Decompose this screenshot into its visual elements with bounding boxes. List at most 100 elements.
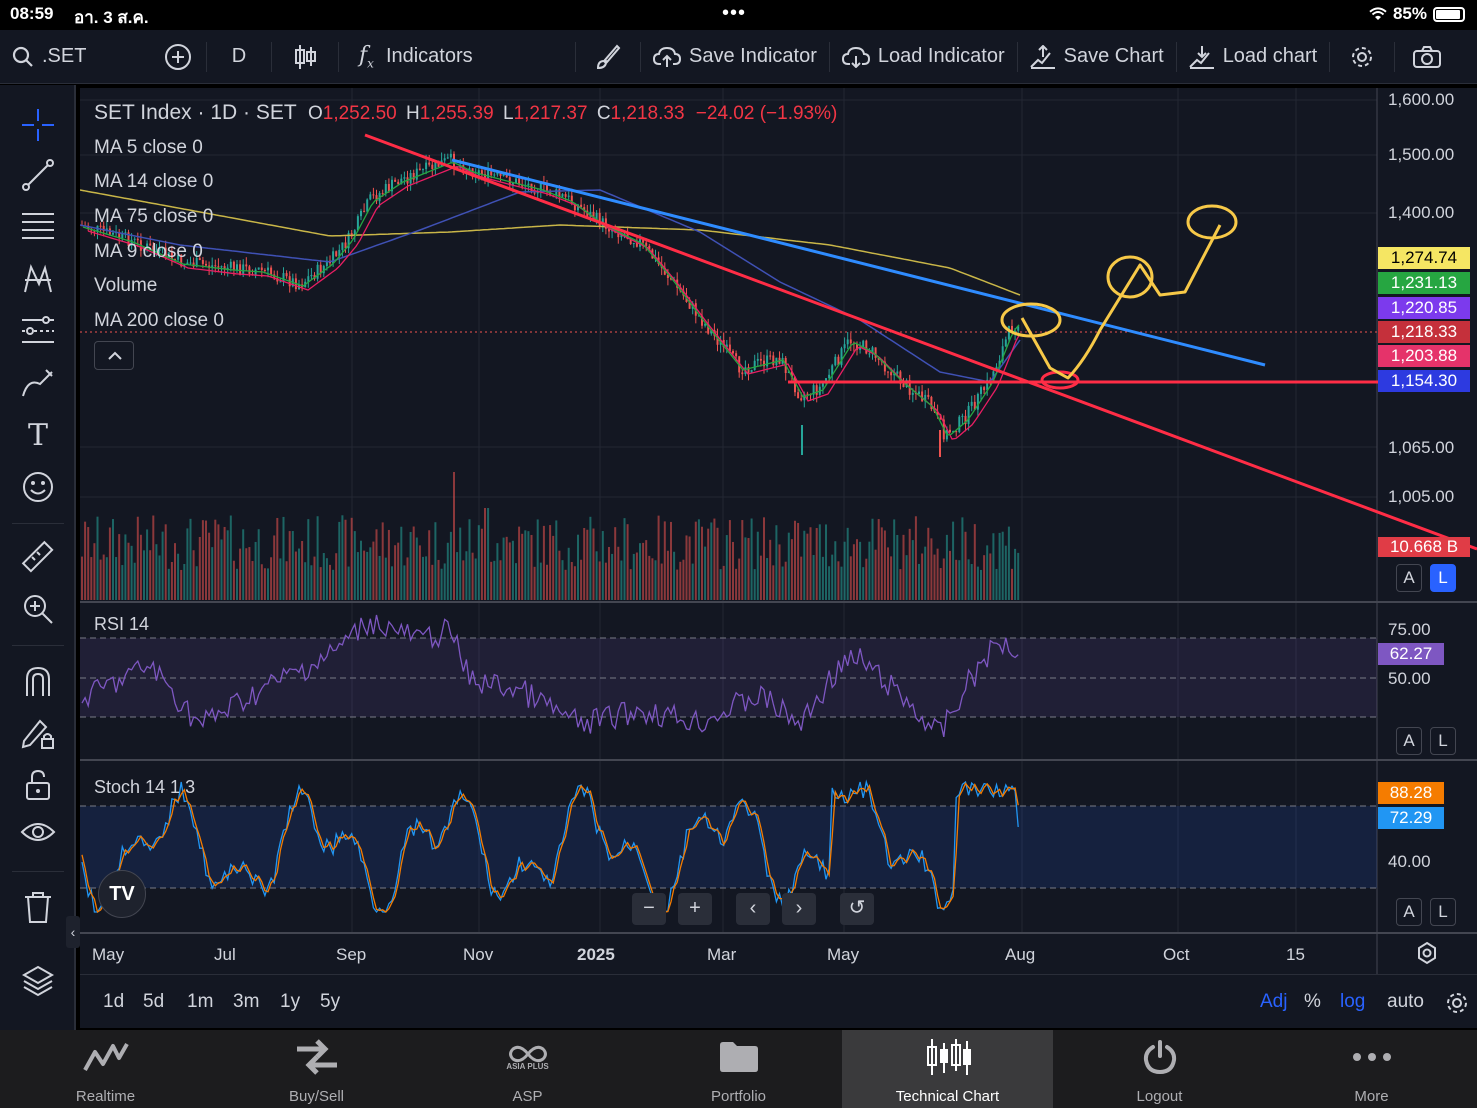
zoom-out-button[interactable]: − xyxy=(632,893,666,925)
volume-bar xyxy=(691,563,694,600)
user-drawings[interactable] xyxy=(364,133,1477,551)
reset-chart-button[interactable]: ↺ xyxy=(840,893,874,925)
compare-add-button[interactable] xyxy=(150,30,206,83)
auto-scale-button[interactable]: A xyxy=(1396,564,1422,592)
candle-body xyxy=(666,274,669,278)
crosshair-tool[interactable] xyxy=(16,105,60,145)
drawing-brush-button[interactable] xyxy=(576,30,640,83)
multitask-dots-icon[interactable]: ••• xyxy=(722,2,747,24)
candle-body xyxy=(794,376,796,393)
tab-logout[interactable]: Logout xyxy=(1054,1030,1265,1108)
range-1y-button[interactable]: 1y xyxy=(280,991,301,1012)
ohlc-row: SET Index · 1D · SET O1,252.50 H1,255.39… xyxy=(94,100,837,135)
candle-body xyxy=(759,358,762,361)
volume-bar xyxy=(608,546,610,600)
range-settings-button[interactable] xyxy=(1445,991,1469,1020)
text-tool[interactable]: T xyxy=(16,415,60,455)
study-ma5[interactable]: MA 5 close 0 xyxy=(94,136,203,158)
load-indicator-button[interactable]: Load Indicator xyxy=(830,30,1017,83)
study-ma75[interactable]: MA 75 close 0 xyxy=(94,206,214,228)
candle-body xyxy=(428,162,431,165)
rsi-auto-scale-button[interactable]: A xyxy=(1396,727,1422,755)
magnet-tool[interactable] xyxy=(16,661,60,701)
rsi-log-scale-button[interactable]: L xyxy=(1430,727,1456,755)
hide-drawings-tool[interactable] xyxy=(16,813,60,853)
tab-realtime[interactable]: Realtime xyxy=(0,1030,211,1108)
pattern-tool[interactable] xyxy=(16,259,60,299)
tab-more[interactable]: More xyxy=(1266,1030,1477,1108)
load-chart-button[interactable]: Load chart xyxy=(1177,30,1330,83)
trendline-tool[interactable] xyxy=(16,155,60,195)
volume-bar xyxy=(651,558,654,600)
delete-drawings-tool[interactable] xyxy=(16,887,60,927)
zoom-in-button[interactable]: + xyxy=(678,893,712,925)
tab-buy-sell[interactable]: Buy/Sell xyxy=(211,1030,422,1108)
measure-tool[interactable] xyxy=(16,537,60,577)
candle-body xyxy=(409,172,412,184)
range-1m-button[interactable]: 1m xyxy=(187,991,214,1012)
candle-body xyxy=(527,183,530,186)
symbol-search-button[interactable]: .SET xyxy=(0,30,150,83)
chevron-up-icon xyxy=(108,351,122,360)
study-ma200[interactable]: MA 200 close 0 xyxy=(94,310,224,332)
time-axis-settings-button[interactable] xyxy=(1414,940,1440,971)
candle-body xyxy=(198,258,201,260)
study-ma9[interactable]: MA 9 close 0 xyxy=(94,240,203,262)
volume-bar xyxy=(527,531,530,600)
prediction-tool[interactable] xyxy=(16,311,60,351)
settings-button[interactable] xyxy=(1330,30,1394,83)
candle-body xyxy=(146,243,149,247)
interval-button[interactable]: D xyxy=(207,30,271,83)
volume-bar xyxy=(617,546,620,600)
candle-body xyxy=(924,394,927,402)
volume-bar xyxy=(580,559,583,600)
brush-tool[interactable] xyxy=(16,363,60,403)
volume-bar xyxy=(378,555,381,600)
emoji-tool[interactable] xyxy=(16,467,60,507)
collapse-legend-button[interactable] xyxy=(94,341,134,370)
volume-bar xyxy=(945,534,948,600)
save-indicator-button[interactable]: Save Indicator xyxy=(641,30,829,83)
range-3m-button[interactable]: 3m xyxy=(233,991,260,1012)
auto-toggle[interactable]: auto xyxy=(1387,991,1424,1012)
range-5y-button[interactable]: 5y xyxy=(320,991,341,1012)
low-value: 1,217.37 xyxy=(513,103,588,124)
candle-body xyxy=(546,184,548,191)
snapshot-button[interactable] xyxy=(1395,30,1459,83)
object-tree-tool[interactable] xyxy=(16,961,60,1001)
candle-body xyxy=(967,405,970,425)
volume-bar xyxy=(567,547,570,600)
zoom-tool[interactable] xyxy=(16,589,60,629)
adjust-toggle[interactable]: Adj xyxy=(1260,991,1288,1012)
volume-bar xyxy=(288,531,291,600)
fib-tool[interactable] xyxy=(16,207,60,247)
tab-portfolio[interactable]: Portfolio xyxy=(633,1030,844,1108)
unlock-icon xyxy=(26,769,50,800)
candle-body xyxy=(229,261,232,268)
power-icon xyxy=(1143,1040,1176,1075)
lock-drawing-tool[interactable] xyxy=(16,713,60,753)
chart-type-button[interactable] xyxy=(272,30,338,83)
log-toggle[interactable]: log xyxy=(1340,991,1366,1012)
tab-technical-chart[interactable]: Technical Chart xyxy=(842,1030,1053,1108)
range-5d-button[interactable]: 5d xyxy=(143,991,165,1012)
study-volume[interactable]: Volume xyxy=(94,275,158,297)
range-1d-button[interactable]: 1d xyxy=(103,991,125,1012)
indicators-button[interactable]: fx Indicators xyxy=(339,30,575,83)
save-chart-button[interactable]: Save Chart xyxy=(1018,30,1176,83)
scroll-left-button[interactable]: ‹ xyxy=(736,893,770,925)
percent-toggle[interactable]: % xyxy=(1304,991,1321,1012)
tradingview-logo[interactable]: TV xyxy=(98,870,146,918)
candle-body xyxy=(102,225,105,231)
log-scale-button[interactable]: L xyxy=(1430,564,1456,592)
lock-all-tool[interactable] xyxy=(16,765,60,805)
stoch-auto-scale-button[interactable]: A xyxy=(1396,898,1422,926)
volume-bar xyxy=(604,562,607,600)
collapse-toolbar-handle[interactable]: ‹ xyxy=(66,916,80,948)
stoch-log-scale-button[interactable]: L xyxy=(1430,898,1456,926)
tab-asp[interactable]: ASIA PLUS ASP xyxy=(422,1030,633,1108)
volume-bar xyxy=(759,555,762,600)
study-ma14[interactable]: MA 14 close 0 xyxy=(94,171,214,193)
scroll-right-button[interactable]: › xyxy=(782,893,816,925)
